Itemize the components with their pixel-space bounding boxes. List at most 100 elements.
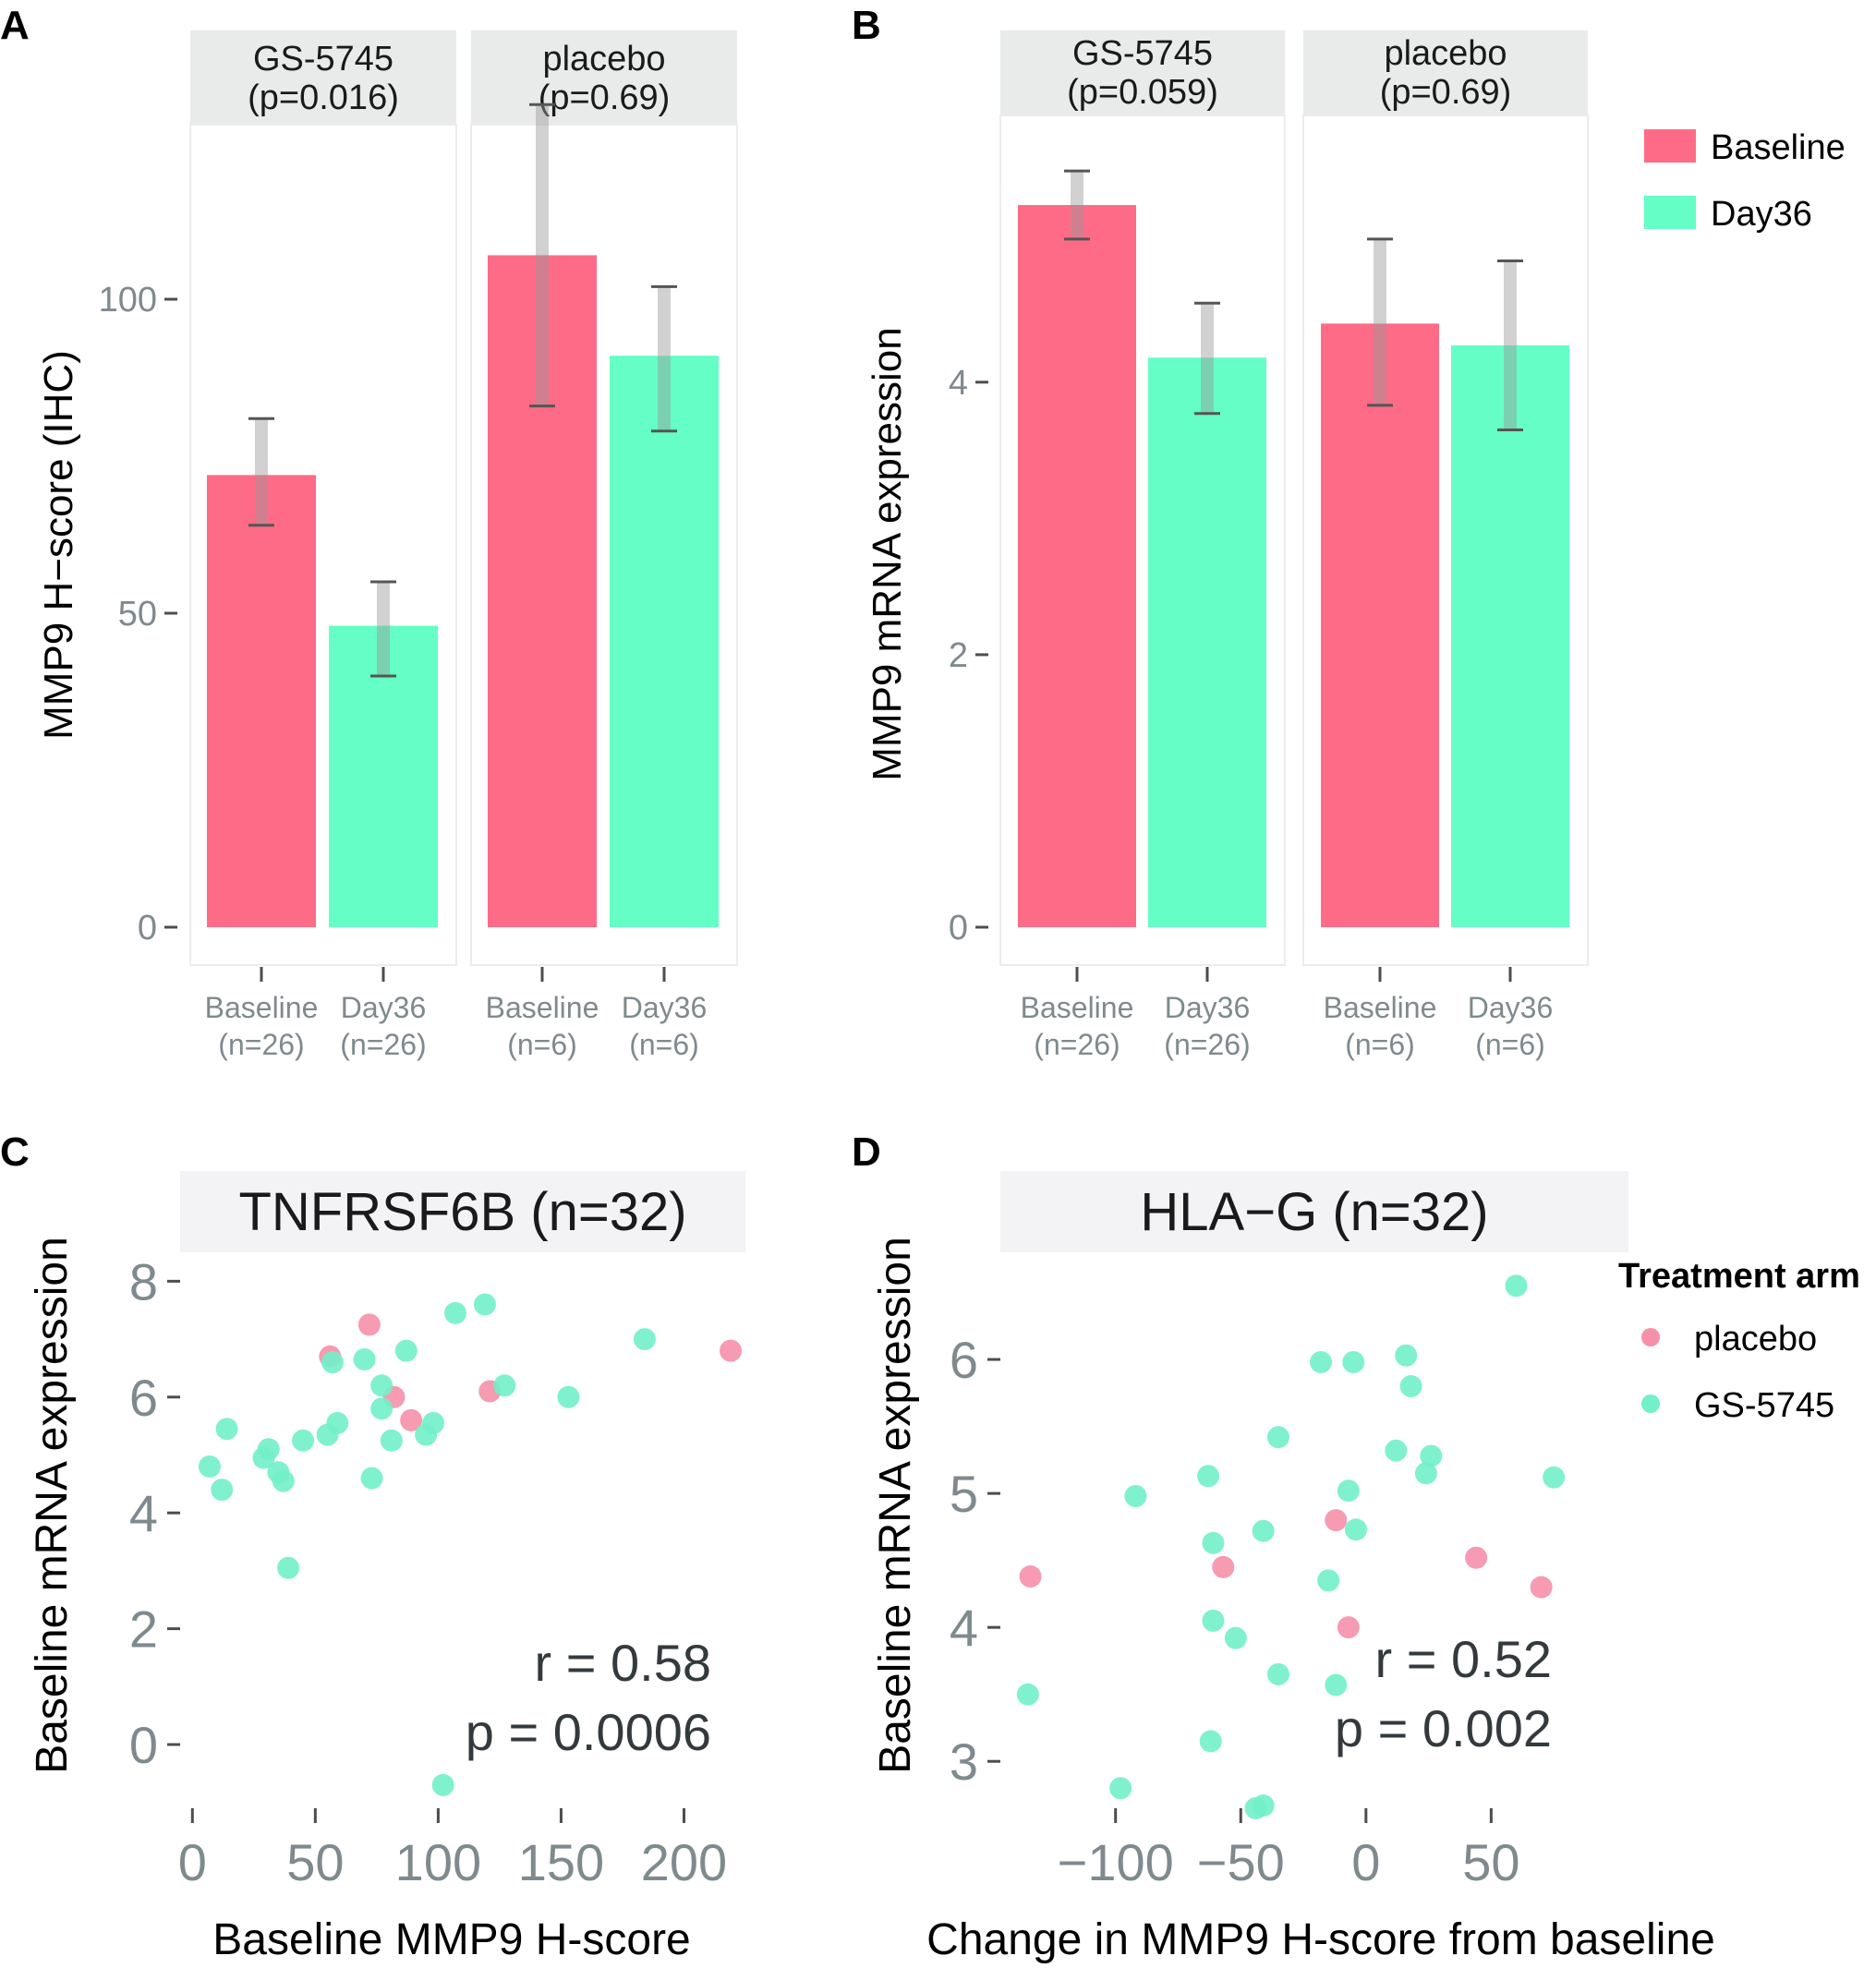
- point-gs5745: [1124, 1485, 1147, 1508]
- panel-c-stat-p: p = 0.0006: [466, 1703, 711, 1761]
- point-placebo: [1337, 1616, 1360, 1639]
- point-gs5745: [1344, 1518, 1367, 1541]
- x-tick-label-n: (n=6): [1345, 1028, 1415, 1061]
- panel-a-letter: A: [0, 3, 30, 48]
- point-gs5745: [1325, 1673, 1348, 1696]
- panel-b-plot-area-placebo: [1302, 115, 1589, 966]
- point-gs5745: [473, 1293, 496, 1316]
- point-gs5745: [1420, 1444, 1443, 1467]
- legend-label-gs5745: GS-5745: [1694, 1386, 1834, 1425]
- panel-b-strip-gs5745-pvalue: (p=0.059): [1067, 73, 1218, 112]
- panel-b-x-axis: Baseline (n=26) Day36 (n=26) Baseline (n=6) Da…: [1021, 967, 1553, 1061]
- bar-day36: [1148, 357, 1266, 927]
- panel-b-legend: Baseline Day36: [1644, 128, 1846, 234]
- point-gs5745: [1266, 1662, 1289, 1685]
- y-tick-label: 5: [950, 1465, 978, 1523]
- point-gs5745: [1543, 1466, 1566, 1489]
- panel-b-strip-placebo-pvalue: (p=0.69): [1380, 73, 1512, 112]
- panel-b-strip-placebo: [1303, 30, 1588, 115]
- y-tick-label: 2: [949, 636, 968, 675]
- y-tick-label: 0: [129, 1716, 158, 1774]
- legend-label-placebo: placebo: [1694, 1320, 1817, 1358]
- legend-marker-placebo: [1641, 1328, 1660, 1346]
- point-gs5745: [1202, 1609, 1225, 1632]
- x-tick-label-n: (n=6): [1475, 1028, 1545, 1061]
- legend-marker-gs5745: [1641, 1395, 1660, 1413]
- point-gs5745: [1399, 1375, 1422, 1398]
- x-tick-label: Baseline: [1021, 991, 1134, 1024]
- y-tick-label: 4: [949, 364, 968, 403]
- panel-b-y-axis-title: MMP9 mRNA expression: [865, 327, 910, 780]
- panel-a-y-axis-title: MMP9 H−score (IHC): [36, 350, 81, 740]
- x-tick-label-n: (n=26): [1034, 1028, 1120, 1061]
- bar-day36: [610, 356, 719, 927]
- point-gs5745: [321, 1351, 344, 1374]
- point-gs5745: [1199, 1730, 1222, 1753]
- x-tick-label: Day36: [1165, 991, 1251, 1024]
- point-gs5745: [370, 1374, 393, 1397]
- panel-a-strip-placebo-title: placebo: [542, 40, 665, 78]
- x-tick-label: 100: [395, 1833, 481, 1891]
- point-gs5745: [198, 1455, 221, 1479]
- point-gs5745: [292, 1429, 315, 1452]
- panel-a-y-axis: 0 50 100: [99, 281, 177, 948]
- x-tick-label: 200: [641, 1833, 727, 1891]
- x-tick-label-n: (n=26): [1164, 1028, 1250, 1061]
- panel-a-bars: [207, 103, 719, 927]
- panel-d: D HLA−G (n=32) Baseline mRNA expression …: [852, 1129, 1860, 1964]
- y-tick-label: 0: [138, 909, 157, 948]
- panel-c-y-axis-title: Baseline mRNA expression: [28, 1237, 77, 1774]
- panel-a-strip-gs5745: [190, 30, 456, 125]
- panel-b-strip-placebo-title: placebo: [1384, 34, 1507, 73]
- point-gs5745: [431, 1773, 454, 1796]
- x-tick-label: −100: [1058, 1833, 1174, 1891]
- point-gs5745: [272, 1469, 295, 1492]
- point-gs5745: [215, 1418, 238, 1441]
- panel-a-strip-gs5745-pvalue: (p=0.016): [248, 78, 399, 117]
- panel-b-bars: [1018, 169, 1569, 927]
- point-gs5745: [1202, 1531, 1225, 1554]
- point-gs5745: [1337, 1479, 1360, 1503]
- y-tick-label: 100: [99, 281, 157, 320]
- point-gs5745: [1414, 1462, 1437, 1485]
- x-tick-label: 0: [178, 1833, 207, 1891]
- panel-a-strip-gs5745-title: GS-5745: [253, 40, 393, 78]
- point-placebo: [720, 1339, 743, 1362]
- x-tick-label: Baseline: [205, 991, 319, 1024]
- panel-a-plot-area-placebo: [470, 124, 738, 966]
- panel-b-y-axis: 0 2 4: [949, 364, 988, 948]
- panel-b-strip-gs5745: [1000, 30, 1285, 115]
- point-placebo: [400, 1408, 423, 1431]
- point-gs5745: [1252, 1519, 1275, 1542]
- legend-label-baseline: Baseline: [1711, 128, 1846, 167]
- panel-d-points: [1016, 1274, 1566, 1819]
- x-tick-label-n: (n=26): [340, 1028, 426, 1061]
- x-tick-label: 150: [518, 1833, 604, 1891]
- panel-d-stat-r: r = 0.52: [1375, 1630, 1552, 1688]
- point-placebo: [1465, 1546, 1488, 1569]
- x-tick-label: 50: [286, 1833, 344, 1891]
- legend-label-day36: Day36: [1711, 195, 1812, 234]
- point-gs5745: [353, 1348, 376, 1371]
- panel-c: C TNFRSF6B (n=32) Baseline mRNA expressi…: [0, 1129, 745, 1964]
- x-tick-label: Day36: [341, 991, 427, 1024]
- y-tick-label: 6: [950, 1331, 978, 1389]
- point-gs5745: [1252, 1794, 1275, 1817]
- y-tick-label: 2: [129, 1600, 158, 1659]
- panel-d-letter: D: [852, 1129, 881, 1175]
- point-gs5745: [394, 1339, 418, 1362]
- panel-d-stat-p: p = 0.002: [1335, 1699, 1552, 1757]
- panel-d-x-axis-title: Change in MMP9 H-score from baseline: [926, 1915, 1715, 1964]
- point-gs5745: [1310, 1350, 1333, 1373]
- panel-d-strip: [1000, 1171, 1628, 1252]
- bar-baseline: [1321, 323, 1439, 927]
- panel-d-legend: Treatment arm placebo GS-5745: [1618, 1257, 1860, 1425]
- point-gs5745: [1505, 1274, 1528, 1298]
- point-gs5745: [633, 1328, 656, 1351]
- point-gs5745: [1016, 1683, 1039, 1706]
- bar-baseline: [1018, 205, 1136, 927]
- point-gs5745: [211, 1479, 234, 1502]
- panel-a-x-axis: Baseline (n=26) Day36 (n=26) Baseline (n=6) Da…: [205, 967, 707, 1061]
- panel-c-title: TNFRSF6B (n=32): [238, 1182, 686, 1242]
- panel-d-y-axis-title: Baseline mRNA expression: [871, 1237, 920, 1774]
